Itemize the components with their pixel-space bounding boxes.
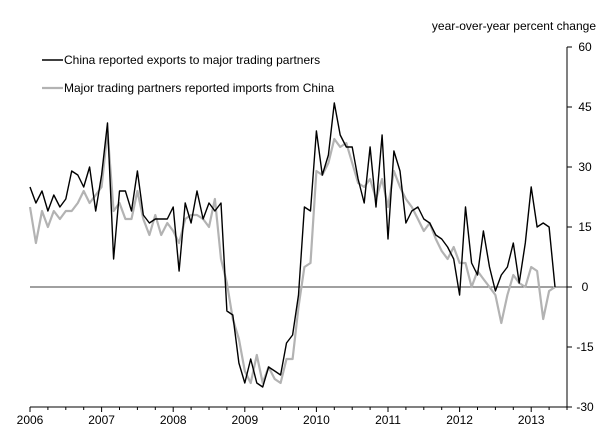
tick-layer: 2006 2007 2008 2009 2010 2011 2012 2013 -30 -15 0 1… — [17, 40, 594, 427]
x-tick-label: 2008 — [160, 413, 187, 427]
x-tick-label: 2012 — [446, 413, 473, 427]
y-tick-label: -30 — [576, 400, 594, 414]
series-line-0 — [29, 102, 556, 388]
y-tick-label: 60 — [578, 40, 592, 54]
y-tick-label: 45 — [578, 100, 592, 114]
legend-label-0: China reported exports to major trading … — [64, 53, 320, 67]
x-tick-label: 2011 — [375, 413, 401, 427]
series-line-1 — [28, 129, 556, 385]
x-tick-label: 2006 — [17, 413, 44, 427]
y-tick-label: 15 — [578, 220, 592, 234]
legend: China reported exports to major trading … — [42, 53, 334, 95]
y-axis-unit-label: year-over-year percent change — [432, 19, 596, 33]
x-tick-label: 2010 — [303, 413, 330, 427]
legend-label-1: Major trading partners reported imports … — [64, 81, 334, 95]
x-tick-label: 2007 — [88, 413, 115, 427]
y-tick-label: 30 — [578, 160, 592, 174]
x-tick-label: 2013 — [518, 413, 545, 427]
series-layer — [28, 102, 556, 388]
y-tick-label: 0 — [582, 280, 589, 294]
x-tick-label: 2009 — [231, 413, 258, 427]
y-tick-label: -15 — [576, 340, 594, 354]
